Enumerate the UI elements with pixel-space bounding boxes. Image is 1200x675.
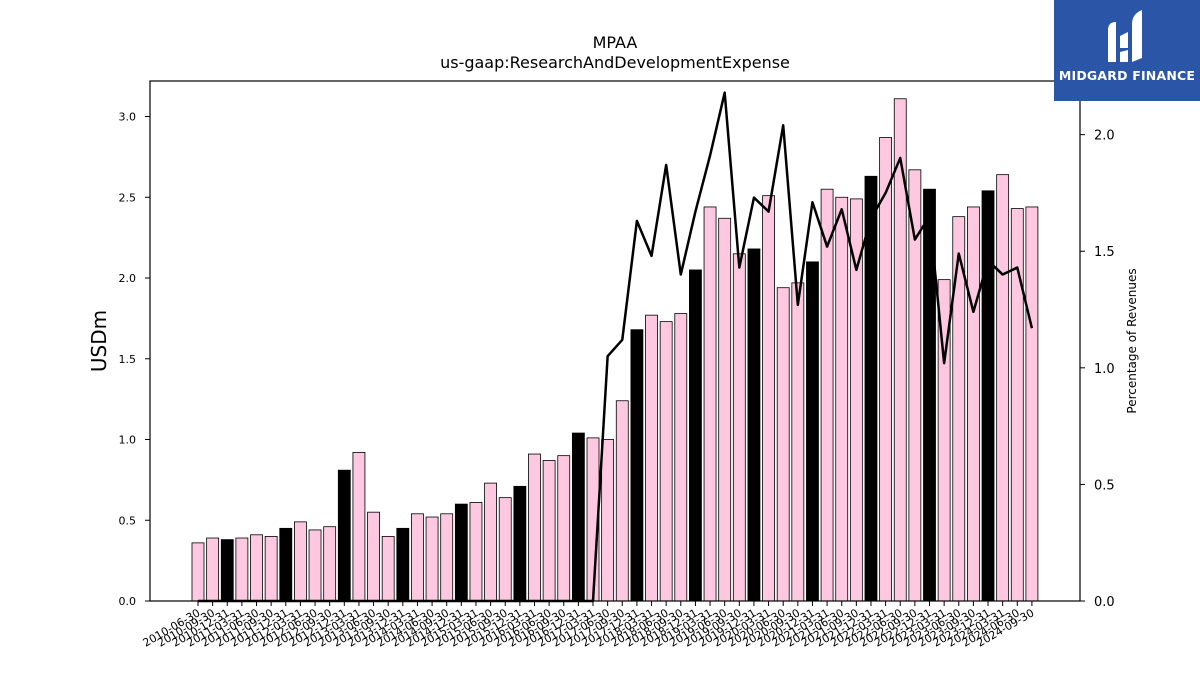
quarter-bar <box>294 521 307 602</box>
y2-axis-label: Percentage of Revenues <box>1125 268 1139 413</box>
brand-logo: MIDGARD FINANCE <box>1054 0 1200 101</box>
annual-bar <box>337 469 351 602</box>
y-tick-label: 1.5 <box>119 353 137 366</box>
quarter-bar <box>381 536 395 602</box>
quarter-bar <box>645 314 658 602</box>
bar-group <box>191 98 1039 602</box>
y2-tick-label: 0.5 <box>1094 478 1115 493</box>
quarter-bar <box>557 455 571 602</box>
quarter-bar <box>352 452 366 602</box>
quarter-bar <box>323 526 337 602</box>
right-axis: 0.0 0.5 1.0 1.5 2.0 <box>1080 129 1115 610</box>
annual-bar <box>220 539 234 602</box>
y2-tick-label: 1.5 <box>1094 245 1115 260</box>
y-tick-label: 2.5 <box>119 191 137 204</box>
annual-bar <box>513 485 527 602</box>
x-axis: 2010-06-302010-09-302010-12-312011-03-31… <box>141 601 1036 650</box>
quarter-bar <box>820 188 834 602</box>
annual-bar <box>981 190 995 602</box>
quarter-bar <box>966 206 980 602</box>
quarter-bar <box>484 482 498 602</box>
y-tick-label: 3.0 <box>119 111 137 124</box>
left-axis: 0.0 0.5 1.0 1.5 2.0 2.5 3.0 <box>119 111 150 608</box>
quarter-bar <box>776 287 790 602</box>
percentage-line <box>198 91 1034 603</box>
quarter-bar <box>659 321 673 602</box>
quarter-bar <box>498 497 512 602</box>
annual-bar <box>630 329 644 602</box>
annual-bar <box>864 175 878 602</box>
y-tick-label: 2.0 <box>119 272 137 285</box>
quarter-bar <box>879 137 893 602</box>
quarter-bar <box>1025 206 1039 602</box>
annual-bar <box>571 432 585 602</box>
quarter-bar <box>528 453 541 602</box>
y-axis-label: USDm <box>87 310 111 372</box>
quarter-bar <box>469 502 483 602</box>
annual-bar <box>279 527 293 602</box>
quarter-bar <box>425 516 439 602</box>
quarter-bar <box>674 313 688 602</box>
quarter-bar <box>206 537 220 602</box>
y2-tick-label: 2.0 <box>1094 129 1115 144</box>
quarter-bar <box>762 195 775 602</box>
quarter-bar <box>835 196 849 602</box>
annual-bar <box>806 261 819 602</box>
annual-bar <box>396 527 410 602</box>
logo-mark-icon <box>1108 10 1142 62</box>
quarter-bar <box>996 174 1010 602</box>
quarter-bar <box>308 529 322 602</box>
quarter-bar <box>191 542 205 602</box>
chart-subtitle: us-gaap:ResearchAndDevelopmentExpense <box>440 53 790 72</box>
quarter-bar <box>615 400 629 602</box>
y2-tick-label: 1.0 <box>1094 362 1115 377</box>
logo-text: MIDGARD FINANCE <box>1058 68 1196 83</box>
quarter-bar <box>411 513 424 602</box>
line-group <box>198 91 1034 603</box>
y-tick-label: 0.0 <box>119 595 137 608</box>
quarter-bar <box>440 513 454 602</box>
quarter-bar <box>264 536 278 602</box>
annual-bar <box>454 503 468 602</box>
annual-bar <box>747 248 761 602</box>
quarter-bar <box>718 217 732 602</box>
quarter-bar <box>732 253 746 602</box>
quarter-bar <box>235 537 249 602</box>
quarter-bar <box>893 98 907 602</box>
quarter-bar <box>791 282 805 602</box>
plot-frame <box>149 80 1081 602</box>
quarter-bar <box>601 439 615 602</box>
annual-bar <box>689 269 702 602</box>
y2-tick-label: 0.0 <box>1094 595 1115 610</box>
quarter-bar <box>250 534 263 602</box>
y-tick-label: 1.0 <box>119 434 137 447</box>
quarter-bar <box>703 206 717 602</box>
y-tick-label: 0.5 <box>119 514 137 527</box>
quarter-bar <box>367 511 380 602</box>
quarter-bar <box>542 460 556 602</box>
chart-title: MPAA <box>593 33 638 52</box>
